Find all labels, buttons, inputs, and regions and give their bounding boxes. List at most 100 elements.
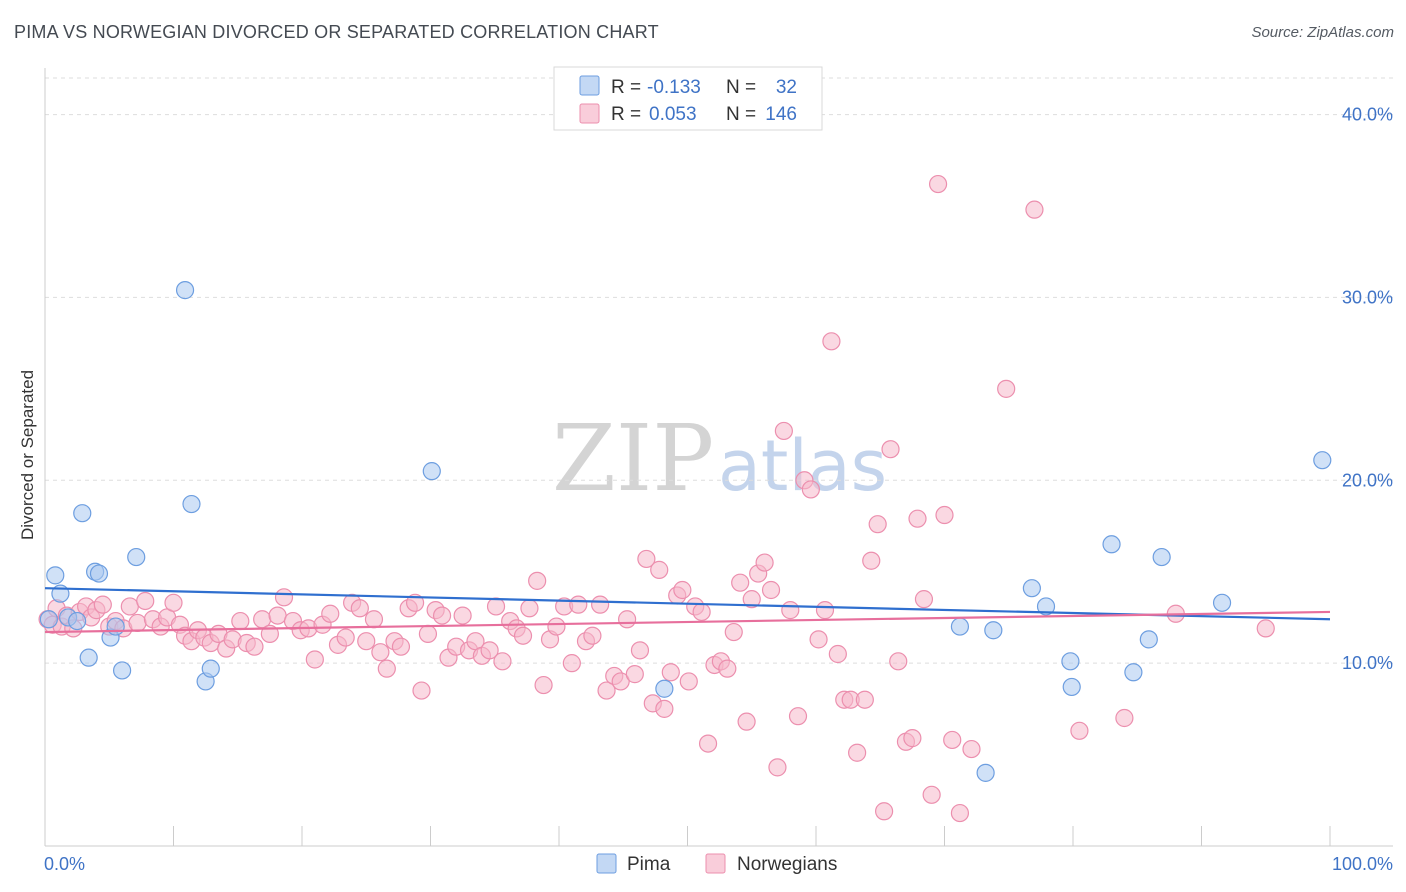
watermark: ZIP atlas xyxy=(552,405,887,512)
pima-point-24 xyxy=(1061,652,1080,671)
norwegians-point-94 xyxy=(673,580,692,600)
pima-point-6 xyxy=(79,648,98,667)
norwegians-point-48 xyxy=(364,610,384,629)
pima-points xyxy=(39,281,1332,782)
pima-point-12 xyxy=(127,547,146,567)
norwegians-point-127 xyxy=(889,652,908,671)
y-tick-label-3: 40.0% xyxy=(1342,105,1393,125)
norwegians-point-133 xyxy=(928,174,948,194)
grid-lines xyxy=(45,77,1393,664)
norwegians-point-140 xyxy=(1070,721,1089,740)
norwegians-point-46 xyxy=(350,599,369,618)
norwegians-trend-line xyxy=(44,610,1331,634)
norwegians-points xyxy=(38,174,1275,823)
bottom-legend-swatch-norwegians xyxy=(705,853,726,874)
norwegians-point-122 xyxy=(855,690,874,709)
bottom-legend-swatch-pima xyxy=(596,853,617,874)
norwegians-point-124 xyxy=(868,515,887,534)
norwegians-point-132 xyxy=(922,785,941,804)
legend: R = -0.133 N = 32 R = 0.053 N = 146 xyxy=(553,66,823,131)
pima-point-20 xyxy=(976,763,995,782)
legend-n-label-norwegians: N = xyxy=(726,104,756,125)
legend-r-label-norwegians: R = xyxy=(611,104,641,125)
norwegians-point-40 xyxy=(305,650,324,669)
watermark-zip: ZIP xyxy=(552,405,714,512)
pima-point-19 xyxy=(950,617,970,636)
axes xyxy=(44,68,1393,847)
source-label: Source: ZipAtlas.com xyxy=(1251,24,1394,41)
norwegians-point-98 xyxy=(698,734,718,753)
norwegians-point-117 xyxy=(822,332,841,351)
norwegians-point-134 xyxy=(935,505,954,525)
pima-point-11 xyxy=(112,661,132,680)
norwegians-point-126 xyxy=(881,440,900,459)
norwegians-point-32 xyxy=(245,637,264,656)
norwegians-point-111 xyxy=(781,601,800,620)
norwegians-point-105 xyxy=(742,590,761,609)
pima-point-13 xyxy=(175,281,195,300)
norwegians-point-56 xyxy=(418,624,438,643)
pima-point-23 xyxy=(1036,597,1056,616)
pima-point-18 xyxy=(655,679,674,698)
norwegians-point-139 xyxy=(1025,200,1044,219)
norwegians-point-141 xyxy=(1115,708,1134,728)
norwegians-point-136 xyxy=(950,803,970,823)
y-tick-label-0: 10.0% xyxy=(1342,653,1393,673)
pima-point-26 xyxy=(1102,535,1121,554)
norwegians-point-86 xyxy=(625,665,644,684)
pima-point-31 xyxy=(1313,451,1332,470)
norwegians-point-121 xyxy=(848,743,867,762)
norwegians-point-78 xyxy=(569,595,588,614)
norwegians-point-47 xyxy=(357,632,376,651)
norwegians-point-82 xyxy=(597,681,616,700)
y-tick-label-2: 30.0% xyxy=(1342,287,1393,307)
norwegians-point-131 xyxy=(914,590,934,609)
norwegians-point-114 xyxy=(801,480,820,499)
norwegians-point-30 xyxy=(231,611,250,631)
norwegians-point-10 xyxy=(93,595,112,614)
norwegians-point-143 xyxy=(1256,619,1275,638)
norwegians-point-50 xyxy=(377,659,396,678)
legend-r-value-pima: -0.133 xyxy=(647,77,701,98)
norwegians-point-85 xyxy=(618,610,637,629)
norwegians-point-75 xyxy=(547,617,566,636)
x-tick-label-1: 100.0% xyxy=(1332,854,1393,874)
norwegians-point-92 xyxy=(661,663,680,682)
norwegians-point-71 xyxy=(520,599,539,618)
legend-n-label-pima: N = xyxy=(726,77,756,98)
norwegians-point-55 xyxy=(412,681,431,700)
norwegians-point-15 xyxy=(128,613,147,633)
norwegians-point-87 xyxy=(630,641,650,660)
pima-point-30 xyxy=(1212,593,1232,612)
x-tick-label-0: 0.0% xyxy=(44,854,85,874)
pima-point-27 xyxy=(1124,663,1143,682)
pima-point-1 xyxy=(46,566,65,585)
pima-point-21 xyxy=(984,621,1003,640)
norwegians-point-66 xyxy=(486,597,506,616)
norwegians-point-14 xyxy=(120,597,139,616)
norwegians-point-84 xyxy=(611,672,630,691)
norwegians-point-107 xyxy=(755,553,774,572)
pima-point-17 xyxy=(422,462,441,481)
norwegians-point-123 xyxy=(862,551,881,570)
pima-point-0 xyxy=(39,610,58,629)
pima-point-22 xyxy=(1022,579,1041,598)
norwegians-point-125 xyxy=(875,802,894,821)
legend-r-value-norwegians: 0.053 xyxy=(649,104,697,125)
legend-n-value-norwegians: 146 xyxy=(765,104,797,125)
pima-point-4 xyxy=(68,611,87,631)
trend-lines xyxy=(44,587,1331,634)
norwegians-point-104 xyxy=(737,712,756,731)
norwegians-point-129 xyxy=(903,729,922,748)
legend-swatch-pima xyxy=(579,75,600,96)
norwegians-point-20 xyxy=(164,593,183,612)
norwegians-point-49 xyxy=(371,643,390,662)
norwegians-point-88 xyxy=(637,549,656,569)
y-tick-label-1: 20.0% xyxy=(1342,470,1393,490)
pima-point-29 xyxy=(1152,547,1171,567)
norwegians-point-130 xyxy=(908,509,927,528)
norwegians-point-90 xyxy=(650,560,669,579)
norwegians-point-115 xyxy=(809,630,828,649)
pima-point-25 xyxy=(1062,677,1081,697)
